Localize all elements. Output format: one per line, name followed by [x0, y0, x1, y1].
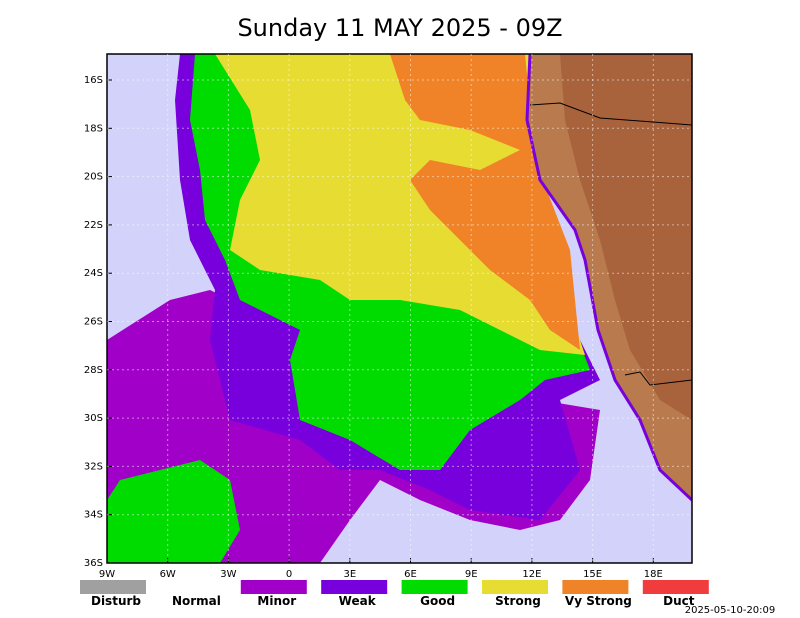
lon-label: 6W	[160, 569, 176, 580]
legend-swatch	[160, 580, 227, 594]
legend-label: Normal	[172, 594, 221, 608]
legend-label: Strong	[495, 594, 541, 608]
legend-swatch	[240, 580, 307, 594]
legend-swatch	[80, 580, 146, 594]
legend-swatch	[401, 580, 468, 594]
legend-label: Vy Strong	[565, 594, 632, 608]
lon-label: 18E	[644, 569, 663, 580]
map-area	[107, 54, 692, 563]
lat-label: 24S	[84, 268, 103, 279]
lat-label: 20S	[84, 172, 103, 183]
lat-label: 30S	[84, 413, 103, 424]
lon-label: 9E	[465, 569, 478, 580]
lat-label: 16S	[84, 75, 103, 86]
lon-label: 15E	[583, 569, 602, 580]
legend-swatch	[562, 580, 629, 594]
legend-label: Good	[420, 594, 455, 608]
legend-label: Disturb	[91, 594, 141, 608]
legend-label: Weak	[339, 594, 377, 608]
map-frame	[106, 53, 693, 564]
legend-swatch	[482, 580, 548, 594]
legend-label: Minor	[257, 594, 296, 608]
lon-label: 3E	[343, 569, 356, 580]
lon-label: 9W	[99, 569, 115, 580]
good-zone-south	[107, 460, 240, 563]
vy-strong-zone	[390, 54, 580, 350]
lat-label: 26S	[84, 317, 103, 328]
lon-label: 0	[286, 569, 292, 580]
lat-label: 36S	[84, 558, 103, 569]
lat-label: 22S	[84, 220, 103, 231]
lat-label: 32S	[84, 461, 103, 472]
lon-label: 6E	[404, 569, 417, 580]
legend-swatch	[642, 580, 709, 594]
map-title: Sunday 11 MAY 2025 - 09Z	[237, 14, 562, 42]
lat-label: 18S	[84, 123, 103, 134]
border	[529, 102, 692, 386]
lon-label: 3W	[220, 569, 236, 580]
legend-label: Duct	[663, 594, 695, 608]
coastline	[525, 54, 692, 502]
lat-label: 28S	[84, 365, 103, 376]
lon-label: 12E	[522, 569, 541, 580]
lat-label: 34S	[84, 510, 103, 521]
timestamp: 2025-05-10-20:09	[685, 605, 776, 616]
legend-swatch	[321, 580, 388, 594]
